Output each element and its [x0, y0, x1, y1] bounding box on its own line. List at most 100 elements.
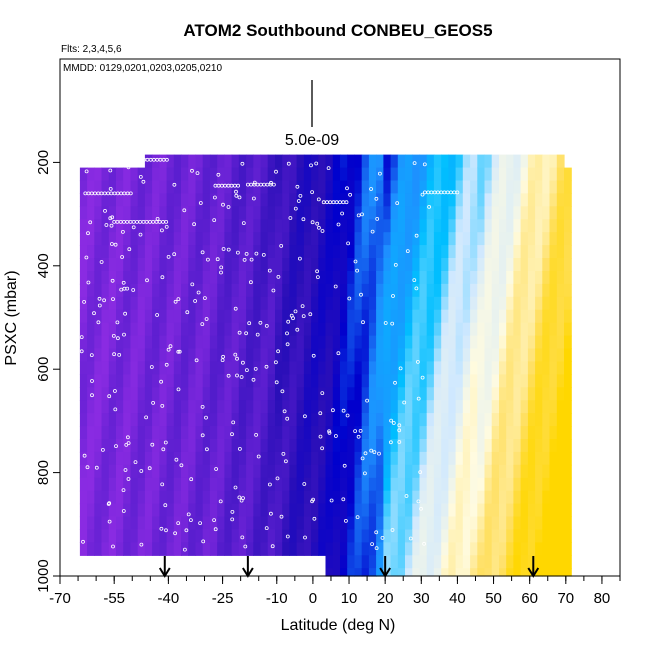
heatmap-cell	[527, 439, 536, 453]
heatmap-cell	[340, 232, 348, 246]
observation-point	[336, 222, 341, 227]
heatmap-cell	[354, 413, 363, 427]
heatmap-cell	[506, 400, 514, 414]
observation-point	[129, 157, 134, 162]
observation-point	[320, 391, 325, 396]
heatmap-cell	[390, 271, 399, 285]
heatmap-cell	[419, 348, 428, 362]
heatmap-cell	[159, 167, 168, 182]
heatmap-cell	[448, 271, 457, 285]
heatmap-cell	[159, 464, 168, 479]
heatmap-cell	[209, 322, 218, 337]
heatmap-cell	[137, 542, 146, 556]
heatmap-cell	[368, 361, 377, 375]
heatmap-cell	[275, 400, 283, 414]
heatmap-cell	[87, 193, 95, 207]
heatmap-cell	[195, 219, 204, 233]
heatmap-cell	[87, 258, 95, 272]
heatmap-cell	[152, 451, 160, 466]
heatmap-cell	[542, 193, 551, 207]
heatmap-cell	[79, 464, 88, 479]
heatmap-cell	[108, 374, 117, 388]
heatmap-cell	[79, 439, 88, 453]
heatmap-cell	[542, 400, 551, 414]
heatmap-cell	[195, 439, 204, 453]
heatmap-cell	[181, 154, 189, 169]
heatmap-cell	[426, 503, 435, 518]
heatmap-cell	[455, 516, 464, 530]
heatmap-cell	[448, 348, 457, 362]
heatmap-cell	[318, 439, 327, 453]
heatmap-cell	[527, 516, 536, 530]
heatmap-cell	[520, 245, 529, 259]
heatmap-cell	[535, 361, 543, 375]
heatmap-cell	[253, 154, 262, 169]
y-tick-label: 600	[35, 357, 52, 382]
heatmap-cell	[137, 361, 146, 375]
heatmap-cell	[224, 296, 233, 311]
observation-point	[341, 497, 346, 502]
heatmap-cell	[361, 258, 370, 272]
observation-point	[269, 180, 273, 185]
heatmap-cell	[426, 322, 435, 337]
heatmap-cell	[289, 348, 298, 362]
heatmap-cell	[513, 167, 522, 182]
heatmap-cell	[94, 219, 103, 233]
heatmap-cell	[564, 555, 572, 569]
heatmap-cell	[383, 555, 392, 569]
heatmap-cell	[527, 490, 536, 505]
heatmap-cell	[181, 258, 189, 272]
heatmap-cell	[224, 245, 233, 259]
heatmap-cell	[426, 232, 435, 246]
heatmap-cell	[231, 400, 240, 414]
heatmap-cell	[433, 374, 442, 388]
heatmap-cell	[101, 542, 110, 556]
heatmap-cell	[470, 167, 478, 182]
x-tick-label: -25	[212, 590, 234, 607]
heatmap-cell	[224, 322, 233, 337]
observation-point	[405, 249, 410, 254]
heatmap-cell	[542, 271, 551, 285]
heatmap-cell	[260, 206, 269, 220]
heatmap-cell	[188, 283, 197, 298]
heatmap-cell	[354, 322, 363, 337]
observation-point	[126, 165, 131, 170]
heatmap-cell	[484, 322, 493, 337]
heatmap-cell	[296, 245, 305, 259]
observation-point	[235, 373, 239, 378]
heatmap-cell	[144, 439, 153, 453]
heatmap-cell	[405, 335, 413, 350]
heatmap-cell	[470, 555, 478, 569]
heatmap-cell	[527, 529, 536, 543]
heatmap-cell	[238, 361, 247, 375]
heatmap-cell	[368, 426, 377, 440]
observation-point	[422, 162, 427, 167]
heatmap-cell	[542, 180, 551, 194]
heatmap-cell	[101, 426, 110, 440]
heatmap-cell	[361, 193, 370, 207]
heatmap-cell	[144, 271, 153, 285]
heatmap-cell	[332, 413, 341, 427]
heatmap-cell	[542, 335, 551, 350]
heatmap-cell	[332, 348, 341, 362]
heatmap-cell	[311, 296, 319, 311]
heatmap-cell	[455, 490, 464, 505]
heatmap-cell	[354, 439, 363, 453]
heatmap-cell	[202, 439, 211, 453]
heatmap-cell	[311, 322, 319, 337]
heatmap-cell	[564, 309, 572, 324]
heatmap-cell	[556, 529, 565, 543]
heatmap-cell	[397, 374, 406, 388]
heatmap-cell	[455, 167, 464, 182]
heatmap-cell	[441, 258, 449, 272]
observation-point	[372, 450, 377, 455]
observation-point	[293, 309, 298, 314]
heatmap-cell	[195, 426, 204, 440]
heatmap-cell	[520, 232, 529, 246]
heatmap-cell	[238, 490, 247, 505]
heatmap-cell	[79, 374, 88, 388]
heatmap-cell	[332, 296, 341, 311]
heatmap-cell	[477, 361, 486, 375]
heatmap-cell	[325, 296, 334, 311]
